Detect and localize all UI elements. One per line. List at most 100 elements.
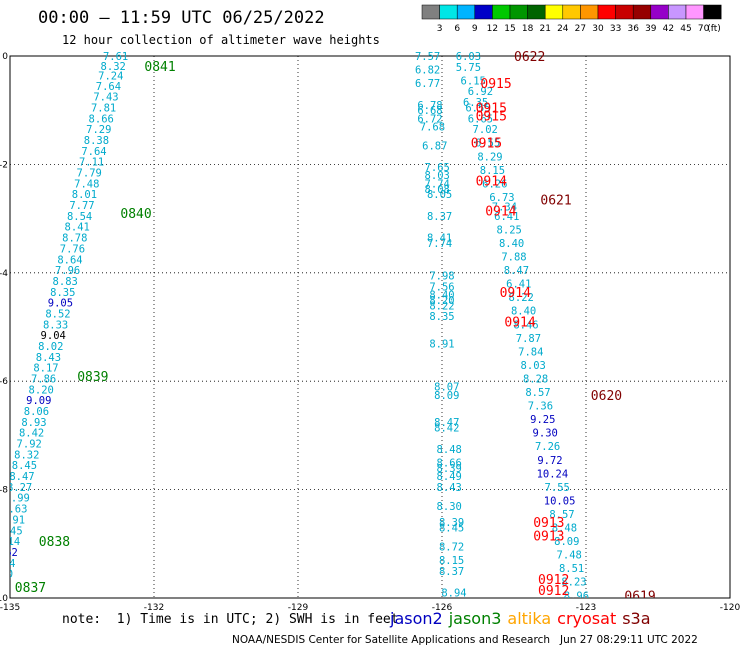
wave-height-value: 7.74 xyxy=(425,178,450,190)
pass-time-label: 0914 xyxy=(504,316,535,331)
wave-height-value: 8.91 xyxy=(429,338,454,350)
wave-height-value: 8.09 xyxy=(434,390,459,402)
legend-entry: jason3 xyxy=(448,609,502,628)
plot-marks: 7.618.327.247.647.437.818.667.298.387.64… xyxy=(0,50,656,600)
wave-height-value: 8.09 xyxy=(554,536,579,548)
colorbar-tick: 42 xyxy=(663,24,674,34)
x-tick-label: -123 xyxy=(576,603,596,613)
legend: jason2 jason3 altika cryosat s3a xyxy=(390,609,657,628)
wave-height-value: 7.55 xyxy=(545,482,570,494)
wave-height-value: 8.20 xyxy=(29,384,54,396)
colorbar-swatch xyxy=(703,4,722,20)
wave-height-value: 6.82 xyxy=(415,65,440,77)
wave-height-value: 7.29 xyxy=(86,124,111,136)
wave-height-value: 7.48 xyxy=(74,178,99,190)
colorbar: 3 6 9 12 15 18 21 24 27 30 33 36 39 42 45 70(ft) xyxy=(421,4,722,34)
colorbar-tick: 45 xyxy=(680,24,691,34)
wave-height-value: 8.54 xyxy=(67,211,92,223)
wave-height-value: 7.56 xyxy=(429,281,454,293)
wave-height-value: 7.77 xyxy=(69,200,94,212)
wave-height-value: 7.48 xyxy=(557,550,582,562)
pass-time-label: 0622 xyxy=(514,50,545,65)
wave-height-value: 8.22 xyxy=(509,292,534,304)
pass-time-label: 0914 xyxy=(500,286,531,301)
colorbar-tick: 21 xyxy=(539,24,550,34)
wave-height-value: 8.41 xyxy=(427,233,452,245)
wave-height-value: 6.35 xyxy=(463,97,488,109)
colorbar-tick: 3 xyxy=(437,24,443,34)
pass-time-label: 0915 xyxy=(480,77,511,92)
x-tick-label: -135 xyxy=(0,603,20,613)
pass-time-label: 0837 xyxy=(15,581,46,596)
pass-time-label: 0915 xyxy=(476,101,507,116)
wave-height-value: 8.40 xyxy=(0,569,13,581)
colorbar-tick: 70 xyxy=(698,24,710,34)
y-tick-label: -2 xyxy=(0,160,8,170)
pass-time-label: 0621 xyxy=(540,194,571,209)
wave-height-value: 7.84 xyxy=(518,346,543,358)
wave-height-value: 8.32 xyxy=(101,61,126,73)
colorbar-tick: 18 xyxy=(522,24,534,34)
wave-height-value: 8.57 xyxy=(549,509,574,521)
colorbar-tick: 24 xyxy=(557,24,569,34)
wave-height-value: 8.08 xyxy=(425,184,450,196)
wave-height-value: 8.23 xyxy=(561,577,586,589)
legend-entry: altika xyxy=(507,609,552,628)
y-tick-label: -4 xyxy=(0,269,8,279)
wave-height-value: 9.30 xyxy=(533,428,558,440)
wave-height-value: 8.51 xyxy=(0,579,11,591)
wave-height-value: 8.28 xyxy=(523,373,548,385)
wave-height-value: 8.47 xyxy=(434,417,459,429)
wave-height-value: 7.92 xyxy=(17,439,42,451)
wave-height-value: 8.03 xyxy=(521,360,546,372)
wave-height-value: 8.05 xyxy=(427,189,452,201)
pass-time-label: 0839 xyxy=(77,370,108,385)
wave-height-value: 7.88 xyxy=(501,252,526,264)
colorbar-unit: (ft) xyxy=(707,24,721,34)
wave-height-value: 6.68 xyxy=(417,105,442,117)
wave-height-value: 8.30 xyxy=(437,501,462,513)
wave-height-value: 8.07 xyxy=(434,382,459,394)
wave-height-value: 8.45 xyxy=(12,460,37,472)
wave-height-value: 9.04 xyxy=(41,330,66,342)
wave-height-value: 8.15 xyxy=(480,165,505,177)
colorbar-tick: 12 xyxy=(487,24,498,34)
wave-height-value: 7.43 xyxy=(93,92,118,104)
wave-height-value: 9.72 xyxy=(537,455,562,467)
wave-height-value: 8.40 xyxy=(499,238,524,250)
wave-height-value: 8.94 xyxy=(441,588,466,600)
wave-height-value: 8.43 xyxy=(437,482,462,494)
colorbar-tick: 39 xyxy=(645,24,657,34)
wave-height-value: 8.14 xyxy=(0,536,20,548)
wave-height-value: 7.24 xyxy=(98,71,123,83)
y-tick-label: -10 xyxy=(0,594,8,604)
wave-height-value: 7.26 xyxy=(535,441,560,453)
colorbar-tick: 9 xyxy=(472,24,478,34)
wave-height-value: 8.47 xyxy=(9,471,34,483)
wave-height-value: 7.81 xyxy=(91,102,116,114)
wave-height-value: 8.48 xyxy=(437,444,462,456)
wave-height-value: 6.55 xyxy=(465,102,490,114)
wave-height-value: 8.40 xyxy=(511,306,536,318)
pass-time-label: 0914 xyxy=(485,204,516,219)
wave-height-value: 8.66 xyxy=(89,113,114,125)
wave-height-value: 7.87 xyxy=(516,333,541,345)
wave-height-value: 9.05 xyxy=(48,298,73,310)
wave-height-value: 7.02 xyxy=(473,124,498,136)
pass-time-label: 0912 xyxy=(538,584,569,599)
pass-time-label: 0914 xyxy=(476,175,507,190)
wave-height-value: 7.34 xyxy=(492,202,517,214)
wave-height-value: 8.32 xyxy=(14,449,39,461)
wave-height-value: 8.02 xyxy=(38,341,63,353)
wave-height-value: 6.41 xyxy=(506,279,531,291)
wave-height-value: 7.96 xyxy=(55,265,80,277)
wave-height-value: 10.24 xyxy=(537,468,569,480)
wave-height-value: 8.49 xyxy=(437,471,462,483)
wave-height-value: 8.39 xyxy=(439,517,464,529)
wave-height-value: 8.38 xyxy=(84,135,109,147)
wave-height-value: 8.48 xyxy=(552,523,577,535)
wave-height-value: 6.72 xyxy=(417,113,442,125)
colorbar-tick: 15 xyxy=(504,24,515,34)
wave-height-value: 7.99 xyxy=(5,493,30,505)
x-tick-label: -132 xyxy=(144,603,164,613)
